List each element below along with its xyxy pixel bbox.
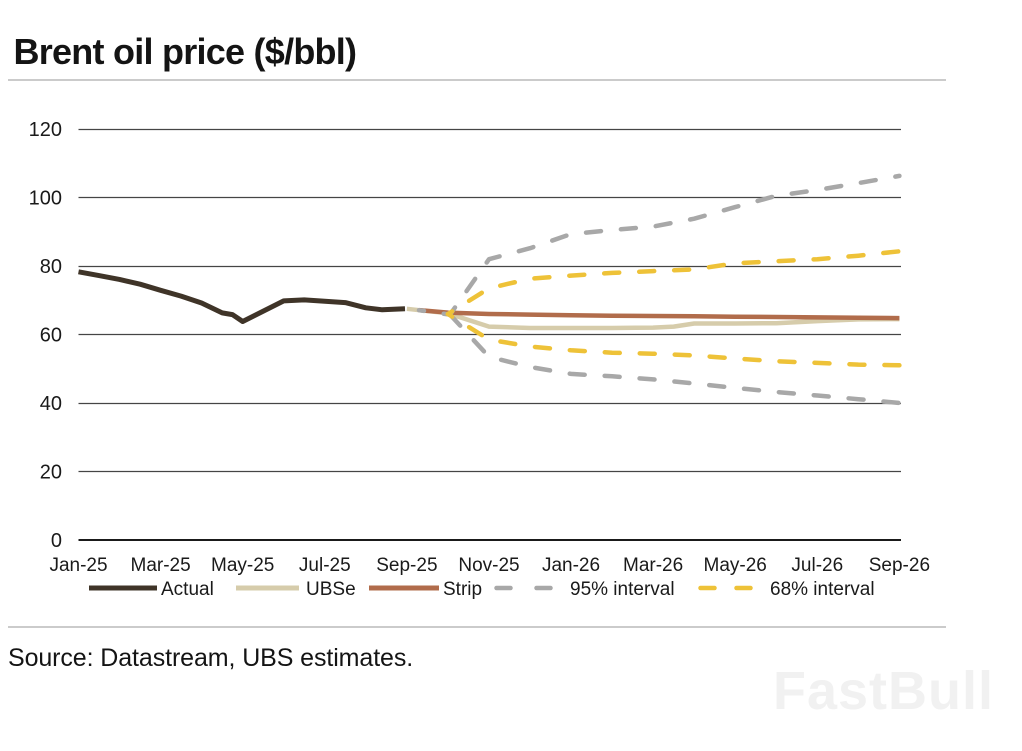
svg-text:Brent oil price ($/bbl): Brent oil price ($/bbl) <box>14 31 357 72</box>
svg-text:FastBull: FastBull <box>773 661 994 721</box>
svg-text:Sep-25: Sep-25 <box>376 555 437 576</box>
svg-text:68% interval: 68% interval <box>770 579 875 600</box>
svg-text:40: 40 <box>40 393 62 415</box>
svg-text:Jan-25: Jan-25 <box>49 555 107 576</box>
svg-text:60: 60 <box>40 325 62 347</box>
svg-text:Jul-26: Jul-26 <box>791 555 843 576</box>
svg-text:Source: Datastream, UBS estima: Source: Datastream, UBS estimates. <box>8 644 413 672</box>
svg-text:Jan-26: Jan-26 <box>542 555 600 576</box>
svg-text:120: 120 <box>29 119 62 141</box>
svg-text:May-25: May-25 <box>211 555 274 576</box>
svg-text:Mar-25: Mar-25 <box>131 555 191 576</box>
svg-text:20: 20 <box>40 462 62 484</box>
svg-text:80: 80 <box>40 256 62 278</box>
svg-text:Sep-26: Sep-26 <box>869 555 930 576</box>
svg-text:Mar-26: Mar-26 <box>623 555 683 576</box>
svg-text:100: 100 <box>29 188 62 210</box>
svg-text:Nov-25: Nov-25 <box>458 555 519 576</box>
svg-text:0: 0 <box>51 530 62 552</box>
svg-text:UBSe: UBSe <box>306 579 356 600</box>
svg-text:Jul-25: Jul-25 <box>299 555 351 576</box>
svg-text:Actual: Actual <box>161 579 214 600</box>
svg-text:May-26: May-26 <box>704 555 767 576</box>
svg-text:Strip: Strip <box>443 579 482 600</box>
svg-text:95% interval: 95% interval <box>570 579 675 600</box>
